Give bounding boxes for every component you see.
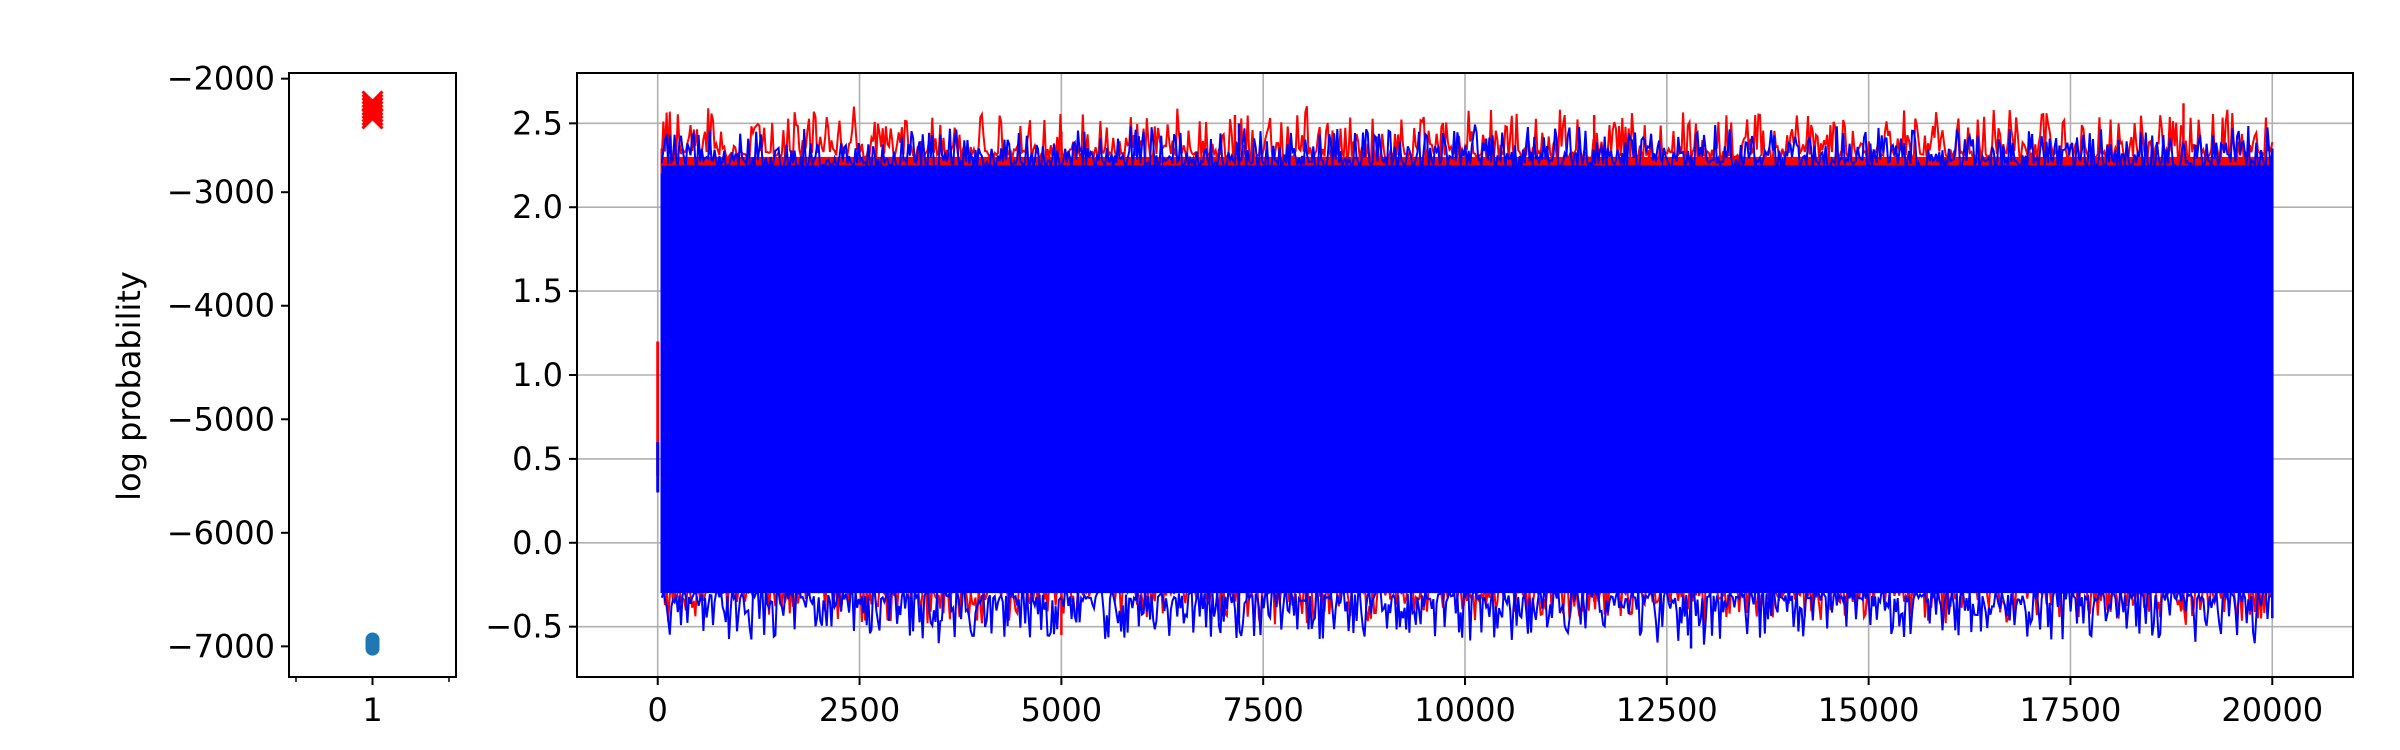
blue-dot-marker [365, 641, 380, 656]
trace-upper-spikes [660, 124, 2274, 174]
trace-x-tick-label: 20000 [2221, 691, 2323, 729]
trace-y-tick-label: 2.5 [512, 104, 563, 142]
trace-y-tick-label: 0.5 [512, 440, 563, 478]
trace-x-tick-label: 10000 [1414, 691, 1516, 729]
trace-axes-frame [576, 72, 2354, 678]
trace-x-tick-label: 5000 [1021, 691, 1102, 729]
left-axes-frame [288, 72, 457, 678]
trace-lower-spikes [660, 584, 2274, 645]
trace-panel: 0 2500 5000 7500 10000 12500 15000 17500 20000 −0… [485, 72, 2354, 729]
left-ticks: −2000 −3000 −4000 −5000 −6000 −7000 1 [167, 60, 450, 729]
trace-series [656, 103, 2274, 649]
trace-y-tick-label: 2.0 [512, 188, 563, 226]
red-x-marker [361, 100, 384, 123]
trace-band [661, 165, 2273, 594]
trace-x-tick-label: 7500 [1222, 691, 1303, 729]
red-x-marker [361, 97, 384, 120]
left-marks [361, 90, 384, 656]
trace-y-tick-label: 1.0 [512, 356, 563, 394]
blue-trace-series [656, 123, 2274, 649]
trace-y-tick-label: 0.0 [512, 524, 563, 562]
trace-x-tick-label: 2500 [819, 691, 900, 729]
trace-x-tick-label: 15000 [1818, 691, 1920, 729]
y-axis-label: log probability [110, 271, 148, 501]
red-x-marker [361, 107, 384, 130]
left-y-tick-label: −6000 [167, 514, 275, 552]
trace-x-tick-label: 12500 [1616, 691, 1718, 729]
left-y-tick-label: −4000 [167, 287, 275, 325]
trace-x-tick-label: 0 [648, 691, 668, 729]
trace-y-tick-label: 1.5 [512, 272, 563, 310]
trace-y-tick-label: −0.5 [485, 608, 563, 646]
red-x-marker [361, 103, 384, 127]
log-probability-panel: −2000 −3000 −4000 −5000 −6000 −7000 1 log prob… [110, 60, 457, 729]
left-y-tick-label: −2000 [167, 60, 275, 98]
left-x-tick-label: 1 [362, 691, 382, 729]
trace-ticks: 0 2500 5000 7500 10000 12500 15000 17500 20000 −0… [485, 104, 2323, 729]
left-y-tick-label: −3000 [167, 173, 275, 211]
left-y-tick-label: −7000 [167, 627, 275, 665]
trace-x-tick-label: 17500 [2020, 691, 2122, 729]
left-y-tick-label: −5000 [167, 400, 275, 438]
